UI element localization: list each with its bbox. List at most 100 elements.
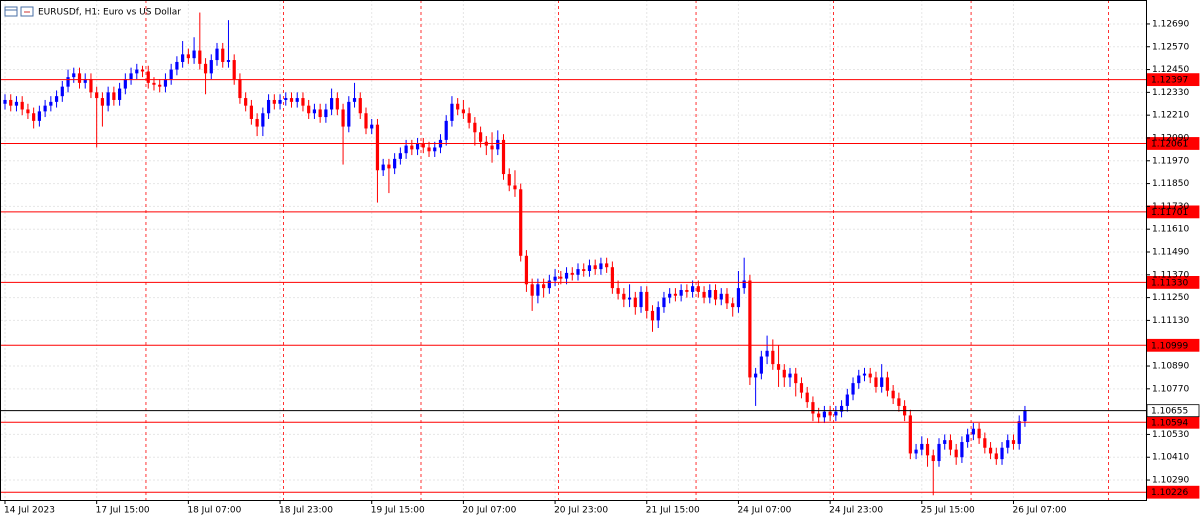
candle-body <box>805 392 809 403</box>
candles <box>3 12 1027 496</box>
candle-body <box>891 390 895 399</box>
candle-body <box>1000 447 1004 460</box>
candle-body <box>20 101 24 110</box>
candle-body <box>221 48 225 62</box>
candle-body <box>427 147 431 152</box>
candle-body <box>169 69 173 80</box>
candle-body <box>977 428 981 439</box>
candle-body <box>765 350 769 357</box>
x-tick-label: 18 Jul 23:00 <box>279 506 333 516</box>
candle-body <box>874 377 878 387</box>
candle-body <box>473 122 477 133</box>
y-tick-label: 1.11370 <box>1152 270 1189 280</box>
candle-body <box>501 139 506 175</box>
candle-body <box>112 92 116 100</box>
x-tick-label: 17 Jul 15:00 <box>96 506 150 516</box>
candle-body <box>3 99 7 104</box>
candle-body <box>971 428 975 435</box>
candle-body <box>1011 440 1016 444</box>
candle-body <box>845 394 849 406</box>
candle-body <box>209 60 213 74</box>
candle-body <box>908 415 912 454</box>
candle-body <box>1017 421 1021 444</box>
candle-body <box>398 153 402 159</box>
candle-body <box>748 280 752 378</box>
y-tick-label: 1.12330 <box>1152 88 1189 98</box>
candle-body <box>261 113 265 127</box>
candle-body <box>593 265 597 270</box>
icon-window <box>4 6 18 17</box>
candle-body <box>9 99 13 106</box>
candle-body <box>673 293 678 296</box>
candle-body <box>72 73 76 78</box>
x-tick-label: 21 Jul 15:00 <box>646 506 700 516</box>
candle-body <box>410 145 414 150</box>
candle-body <box>736 288 741 308</box>
candle-body <box>868 373 872 378</box>
candle-body <box>433 147 437 152</box>
candle-body <box>513 185 517 190</box>
candle-body <box>507 174 511 186</box>
candle-body <box>627 297 632 300</box>
candle-body <box>662 297 666 308</box>
candle-body <box>249 105 253 119</box>
y-tick-label: 1.11730 <box>1152 202 1189 212</box>
candle-body <box>192 50 196 59</box>
candle-body <box>536 284 540 296</box>
candle-body <box>238 79 242 99</box>
candle-body <box>129 73 133 80</box>
candle-body <box>26 109 30 114</box>
x-tick-label: 14 Jul 2023 <box>4 506 55 516</box>
candle-body <box>691 286 695 292</box>
candle-body <box>817 413 821 418</box>
candle-body <box>639 291 643 308</box>
plot-border <box>0 0 1147 501</box>
y-tick-label: 1.11970 <box>1152 156 1189 166</box>
y-tick-label: 1.12450 <box>1152 65 1189 75</box>
candle-body <box>404 145 408 154</box>
candle-body <box>988 447 993 454</box>
candle-body <box>163 79 168 87</box>
candle-body <box>393 158 397 169</box>
candle-body <box>32 113 36 121</box>
candle-body <box>587 265 592 271</box>
candle-body <box>175 61 179 70</box>
candle-body <box>312 109 317 114</box>
candle-body <box>60 86 64 97</box>
candle-body <box>771 350 775 365</box>
candle-body <box>232 60 236 80</box>
candle-body <box>324 109 328 118</box>
candle-body <box>255 118 259 127</box>
y-tick-label: 1.12210 <box>1152 111 1189 121</box>
candle-body <box>925 443 930 456</box>
candle-body <box>725 293 729 304</box>
candle-body <box>650 310 655 321</box>
candle-body <box>713 290 718 300</box>
candle-body <box>284 98 288 100</box>
candle-body <box>914 449 918 454</box>
candle-body <box>415 143 420 150</box>
candle-body <box>605 263 609 268</box>
candle-body <box>158 84 162 87</box>
candle-body <box>799 383 804 393</box>
level-label: 1.10594 <box>1151 418 1188 428</box>
x-tick-label: 20 Jul 23:00 <box>554 506 608 516</box>
candle-body <box>106 92 110 106</box>
candle-body <box>645 291 649 311</box>
candle-body <box>622 293 626 300</box>
candle-body <box>828 411 832 416</box>
candle-body <box>994 453 998 460</box>
x-tick-label: 26 Jul 07:00 <box>1012 506 1066 516</box>
x-tick-label: 20 Jul 07:00 <box>462 506 516 516</box>
level-label: 1.12061 <box>1151 139 1188 149</box>
candle-body <box>100 98 105 106</box>
level-label: 1.10226 <box>1151 488 1188 498</box>
axes: 1.12690 1.12570 1.12450 1.12330 1.12210 1.120… <box>4 19 1189 515</box>
candle-body <box>358 98 362 114</box>
candle-body <box>897 398 901 406</box>
candle-body <box>421 143 425 148</box>
candle-body <box>1006 440 1010 448</box>
candle-body <box>289 98 294 102</box>
y-tick-label: 1.11130 <box>1152 316 1189 326</box>
